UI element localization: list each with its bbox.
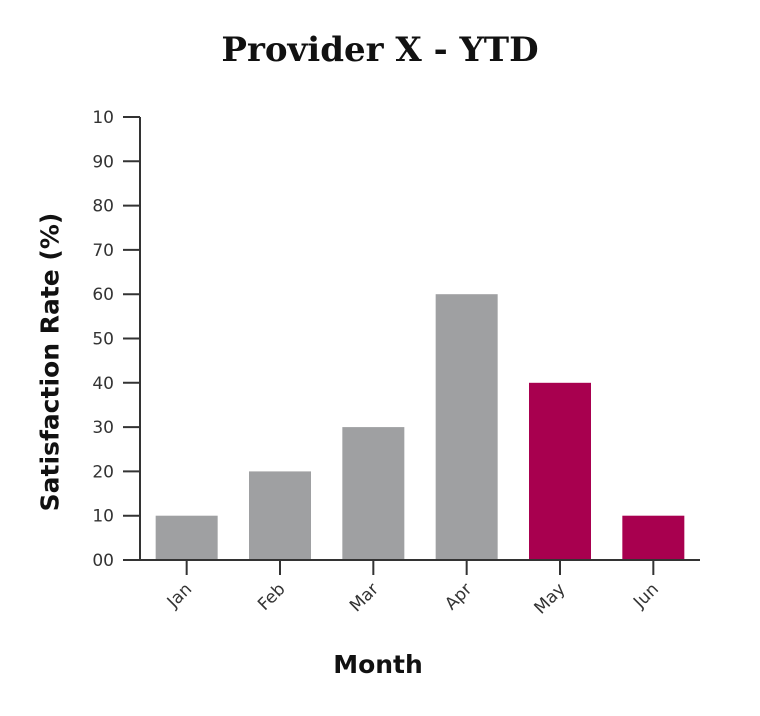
bar-may bbox=[529, 382, 591, 560]
y-tick-label: 40 bbox=[92, 374, 114, 394]
y-axis: 00 10 20 30 40 50 60 70 80 90 10 bbox=[92, 108, 141, 571]
x-tick-label: Mar bbox=[346, 579, 383, 616]
bar-jun bbox=[622, 515, 685, 560]
y-tick-label: 70 bbox=[92, 241, 114, 261]
y-tick-label: 50 bbox=[92, 330, 114, 350]
x-tick-label: Apr bbox=[441, 579, 476, 614]
y-tick-label: 30 bbox=[92, 418, 114, 438]
chart-title: Provider X - YTD bbox=[221, 30, 539, 70]
bar-apr bbox=[435, 294, 498, 560]
y-tick-label: 90 bbox=[92, 152, 114, 172]
y-tick-label: 10 bbox=[92, 507, 114, 527]
x-tick-label: Feb bbox=[254, 579, 289, 614]
x-axis: Jan Feb Mar Apr May Jun bbox=[139, 559, 700, 618]
bar-mar bbox=[342, 427, 405, 560]
y-tick-label: 20 bbox=[92, 462, 114, 482]
y-tick-label: 80 bbox=[92, 197, 114, 217]
bar-jan bbox=[155, 515, 218, 560]
y-tick-label: 00 bbox=[92, 551, 114, 571]
x-tick-label: May bbox=[531, 579, 570, 618]
y-tick-label: 60 bbox=[92, 285, 114, 305]
bar-feb bbox=[249, 471, 311, 560]
x-tick-label: Jun bbox=[629, 579, 663, 613]
y-tick-label: 10 bbox=[92, 108, 114, 128]
x-tick-label: Jan bbox=[163, 579, 196, 612]
x-axis-title: Month bbox=[333, 650, 423, 679]
bars-group bbox=[155, 294, 685, 560]
